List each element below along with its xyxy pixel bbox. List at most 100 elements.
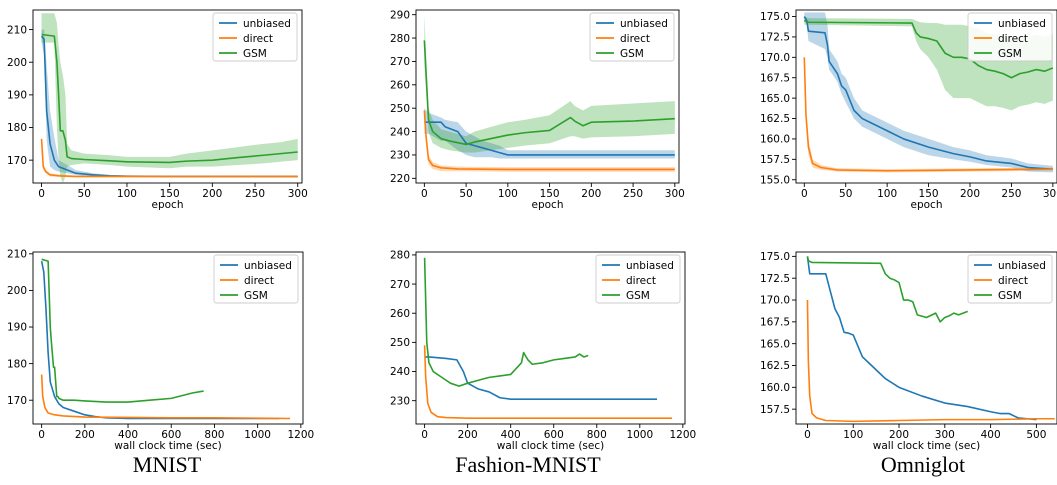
y-tick-label: 190	[7, 90, 27, 102]
series-line-GSM	[423, 40, 675, 146]
y-tick-label: 172.5	[760, 32, 790, 44]
y-tick-label: 155.0	[760, 174, 790, 186]
y-tick-label: 230	[390, 150, 410, 162]
y-tick-label: 165.0	[760, 338, 790, 350]
y-tick-label: 270	[390, 279, 410, 291]
y-tick-label: 210	[7, 249, 27, 261]
y-tick-label: 165.0	[760, 93, 790, 105]
x-tick-label: 250	[245, 188, 265, 200]
series-line-unbiased	[806, 256, 1037, 421]
y-tick-label: 167.5	[760, 317, 790, 329]
x-tick-label: 200	[960, 188, 980, 200]
series-line-GSM	[806, 256, 968, 323]
legend-label-unbiased: unbiased	[626, 260, 674, 272]
series-line-unbiased	[424, 121, 675, 156]
x-axis-label: epoch	[911, 199, 943, 211]
legend-label-GSM: GSM	[626, 290, 650, 302]
x-tick-label: 50	[459, 188, 472, 200]
y-tick-label: 170.0	[760, 52, 790, 64]
y-tick-label: 200	[7, 57, 27, 69]
legend-label-direct: direct	[626, 275, 656, 287]
y-tick-label: 280	[390, 250, 410, 262]
series-line-unbiased	[803, 16, 1053, 170]
series-line-GSM	[41, 258, 204, 403]
y-tick-label: 220	[390, 173, 410, 185]
x-tick-label: 0	[804, 429, 811, 441]
y-tick-label: 160.0	[760, 134, 790, 146]
legend-box	[212, 12, 298, 62]
series-line-direct	[423, 345, 673, 419]
confidence-band-unbiased	[804, 12, 1053, 173]
x-tick-label: 400	[118, 429, 138, 441]
x-tick-label: 100	[498, 188, 518, 200]
x-tick-label: 200	[202, 188, 222, 200]
x-axis-label: wall clock time (sec)	[497, 440, 604, 452]
y-tick-label: 250	[390, 337, 410, 349]
x-tick-label: 400	[501, 429, 521, 441]
legend-label-direct: direct	[998, 33, 1028, 45]
x-tick-label: 400	[981, 429, 1001, 441]
column-title-mnist: MNIST	[132, 452, 202, 477]
plot-area	[423, 14, 675, 172]
y-tick-label: 167.5	[760, 72, 790, 84]
y-tick-label: 180	[7, 358, 27, 370]
x-tick-label: 1200	[287, 429, 314, 441]
y-tick-label: 240	[390, 126, 410, 138]
legend-label-unbiased: unbiased	[620, 18, 668, 30]
y-tick-label: 175.0	[760, 251, 790, 263]
x-tick-label: 1000	[244, 429, 271, 441]
legend: unbiased direct GSM	[213, 254, 299, 304]
legend-label-GSM: GSM	[243, 48, 267, 60]
legend-box	[589, 12, 675, 62]
x-axis-label: wall clock time (sec)	[114, 440, 221, 452]
y-tick-label: 180	[7, 122, 27, 134]
legend-box	[967, 254, 1053, 304]
x-tick-label: 0	[801, 188, 808, 200]
legend: unbiased direct GSM	[967, 12, 1053, 62]
y-tick-label: 260	[390, 80, 410, 92]
x-tick-label: 150	[540, 188, 560, 200]
legend-label-direct: direct	[620, 33, 650, 45]
y-tick-label: 230	[390, 395, 410, 407]
x-axis-label: epoch	[532, 199, 564, 211]
y-tick-label: 162.5	[760, 113, 790, 125]
y-tick-label: 157.5	[760, 154, 790, 166]
x-tick-label: 150	[919, 188, 939, 200]
series-line-GSM	[423, 257, 589, 387]
legend-box	[595, 254, 681, 304]
y-tick-label: 210	[7, 24, 27, 36]
x-tick-label: 0	[421, 429, 428, 441]
legend-label-GSM: GSM	[620, 48, 644, 60]
series-line-direct	[423, 110, 675, 171]
series-line-GSM	[41, 33, 298, 164]
y-tick-label: 270	[390, 56, 410, 68]
legend-label-unbiased: unbiased	[243, 18, 291, 30]
chart-panel-1: 0 50 100 150 200 250 300 170 180 190 200 210 epoch un…	[7, 9, 308, 211]
column-title-fashion-mnist: Fashion-MNIST	[455, 452, 601, 477]
series-line-direct	[40, 138, 298, 178]
legend-label-direct: direct	[998, 275, 1028, 287]
series-line-direct	[806, 300, 1055, 423]
x-tick-label: 300	[665, 188, 685, 200]
y-tick-label: 260	[390, 308, 410, 320]
legend-box	[213, 254, 299, 304]
y-tick-label: 200	[7, 285, 27, 297]
column-title-omniglot: Omniglot	[880, 452, 966, 477]
legend-box	[967, 12, 1053, 62]
x-tick-label: 500	[1026, 429, 1046, 441]
x-tick-label: 200	[75, 429, 95, 441]
axes-frame	[795, 251, 1057, 425]
confidence-band-GSM	[41, 13, 298, 183]
x-tick-label: 250	[623, 188, 643, 200]
x-tick-label: 250	[1001, 188, 1021, 200]
x-tick-label: 200	[581, 188, 601, 200]
legend-label-unbiased: unbiased	[998, 260, 1046, 272]
x-tick-label: 0	[421, 188, 428, 200]
x-tick-label: 1200	[669, 429, 696, 441]
y-tick-label: 157.5	[760, 404, 790, 416]
x-tick-label: 200	[889, 429, 909, 441]
confidence-band-GSM	[424, 14, 675, 153]
x-tick-label: 800	[204, 429, 224, 441]
x-tick-label: 0	[38, 188, 45, 200]
plot-area	[423, 257, 673, 419]
